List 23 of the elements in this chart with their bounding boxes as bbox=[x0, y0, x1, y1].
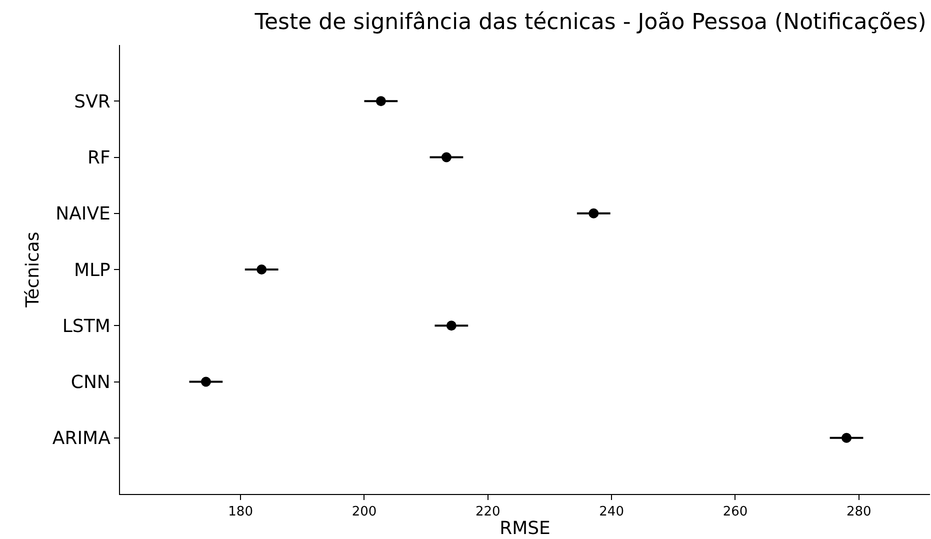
point bbox=[200, 376, 211, 387]
chart-title: Teste de signifância das técnicas - João Pessoa (Notificações) bbox=[254, 10, 926, 35]
point bbox=[446, 320, 456, 331]
x-tick-label: 200 bbox=[352, 504, 377, 520]
point bbox=[376, 96, 386, 106]
y-tick-label: ARIMA bbox=[52, 428, 112, 450]
point bbox=[588, 208, 599, 218]
point bbox=[842, 432, 852, 443]
x-tick-label: 220 bbox=[475, 504, 500, 520]
point bbox=[256, 264, 267, 274]
x-axis-title: RMSE bbox=[500, 518, 550, 539]
y-tick-label: LSTM bbox=[62, 316, 110, 337]
x-tick-label: 280 bbox=[846, 504, 872, 520]
y-tick-label: RF bbox=[88, 148, 110, 169]
y-axis-title: Técnicas bbox=[22, 232, 44, 308]
y-tick-label: CNN bbox=[70, 372, 110, 394]
x-tick-label: 240 bbox=[599, 504, 624, 520]
y-tick-label: SVR bbox=[74, 91, 110, 112]
x-tick-label: 180 bbox=[228, 504, 253, 520]
y-tick-label: NAIVE bbox=[56, 204, 110, 225]
point bbox=[441, 152, 452, 162]
x-tick-label: 260 bbox=[722, 504, 748, 520]
y-tick-label: MLP bbox=[74, 260, 111, 281]
